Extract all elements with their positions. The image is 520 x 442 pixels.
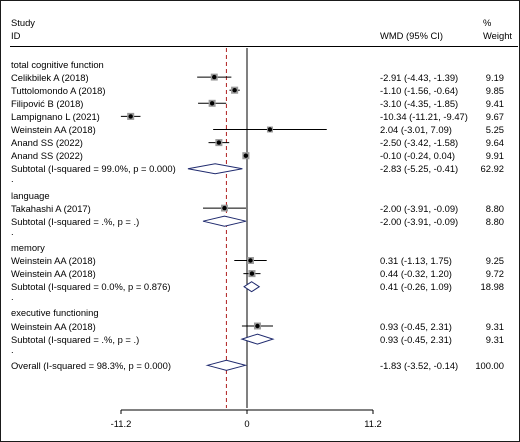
- effect-ci-value: 0.44 (-0.32, 1.20): [380, 268, 452, 280]
- subgroup-label: language: [11, 189, 50, 201]
- point-estimate: [243, 153, 249, 158]
- effect-ci-value: -2.00 (-3.91, -0.09): [380, 202, 459, 214]
- effect-ci-value: 0.31 (-1.13, 1.75): [380, 255, 452, 266]
- study-label: Lampignano L (2021): [11, 110, 100, 122]
- study-label: Tuttolomondo A (2018): [11, 84, 106, 96]
- subtotal-diamond: [240, 333, 275, 345]
- point-estimate: [212, 74, 217, 80]
- subgroup-label: memory: [11, 241, 45, 253]
- x-tick-label: 0: [244, 418, 250, 429]
- effect-ci-value: -1.83 (-3.52, -0.14): [380, 359, 459, 371]
- effect-ci-value: -2.50 (-3.42, -1.58): [380, 137, 459, 149]
- subtotal-diamond: [243, 281, 261, 293]
- separator-dot: .: [11, 291, 14, 303]
- weight-value: 9.31: [485, 333, 504, 345]
- study-label: Weinstein AA (2018): [11, 255, 96, 266]
- effect-ci-value: 0.93 (-0.45, 2.31): [380, 320, 452, 332]
- header-study: Study: [11, 17, 35, 28]
- effect-ci-value: 0.41 (-0.26, 1.09): [380, 281, 452, 293]
- header-id: ID: [11, 30, 21, 41]
- point-estimate: [128, 114, 133, 119]
- separator-dot: .: [11, 225, 14, 237]
- study-label: Takahashi A (2017): [11, 202, 91, 214]
- weight-value: 18.98: [480, 281, 504, 293]
- subtotal-label: Subtotal (I-squared = .%, p = .): [11, 333, 140, 345]
- study-label: Filipović B (2018): [11, 97, 84, 109]
- point-estimate: [255, 323, 260, 329]
- weight-value: 9.41: [485, 97, 504, 109]
- weight-value: 9.25: [485, 255, 504, 266]
- point-estimate: [267, 127, 273, 132]
- subtotal-label: Subtotal (I-squared = 0.0%, p = 0.876): [11, 281, 171, 293]
- study-label: Anand SS (2022): [11, 150, 83, 162]
- weight-value: 9.67: [485, 110, 504, 122]
- subgroup-label: total cognitive function: [11, 58, 104, 70]
- header-percent: %: [483, 17, 492, 28]
- separator-dot: .: [11, 343, 14, 355]
- weight-value: 100.00: [475, 359, 504, 371]
- effect-ci-value: -10.34 (-11.21, -9.47): [380, 110, 468, 122]
- overall-diamond: [205, 359, 248, 371]
- effect-ci-value: -1.10 (-1.56, -0.64): [380, 84, 459, 96]
- effect-ci-value: -2.91 (-4.43, -1.39): [380, 71, 459, 83]
- weight-value: 9.91: [485, 150, 504, 162]
- study-label: Weinstein AA (2018): [11, 268, 96, 280]
- x-tick-label: -11.2: [110, 418, 132, 429]
- header-rule: [10, 46, 518, 47]
- study-label: Weinstein AA (2018): [11, 124, 96, 135]
- effect-ci-value: -2.00 (-3.91, -0.09): [380, 215, 459, 227]
- weight-value: 9.31: [485, 320, 504, 332]
- study-label: Weinstein AA (2018): [11, 320, 96, 332]
- effect-ci-value: -3.10 (-4.35, -1.85): [380, 97, 459, 109]
- subtotal-label: Subtotal (I-squared = .%, p = .): [11, 215, 140, 227]
- effect-ci-value: 2.04 (-3.01, 7.09): [380, 124, 452, 135]
- weight-value: 9.64: [485, 137, 504, 149]
- weight-value: 9.85: [485, 84, 504, 96]
- point-estimate: [216, 140, 222, 145]
- overall-label: Overall (I-squared = 98.3%, p = 0.000): [11, 359, 171, 371]
- point-estimate: [248, 258, 253, 263]
- effect-ci-value: -0.10 (-0.24, 0.04): [380, 150, 456, 162]
- study-label: Anand SS (2022): [11, 137, 83, 149]
- subtotal-diamond: [202, 215, 247, 227]
- point-estimate: [209, 101, 215, 106]
- point-estimate: [232, 88, 237, 93]
- effect-ci-value: -2.83 (-5.25, -0.41): [380, 163, 459, 175]
- header-weight: Weight: [483, 30, 513, 41]
- subtotal-diamond: [187, 163, 243, 175]
- weight-value: 9.19: [485, 71, 504, 83]
- effect-ci-value: 0.93 (-0.45, 2.31): [380, 333, 452, 345]
- subtotal-label: Subtotal (I-squared = 99.0%, p = 0.000): [11, 163, 176, 175]
- subgroup-label: executive functioning: [11, 307, 99, 319]
- weight-value: 8.80: [485, 215, 504, 227]
- point-estimate: [222, 205, 227, 211]
- weight-value: 62.92: [480, 163, 504, 175]
- weight-value: 8.80: [485, 202, 504, 214]
- x-tick-label: 11.2: [364, 418, 382, 429]
- weight-value: 9.72: [485, 268, 504, 280]
- header-wmd: WMD (95% CI): [380, 30, 444, 41]
- study-label: Celikbilek A (2018): [11, 71, 89, 83]
- separator-dot: .: [11, 173, 14, 185]
- weight-value: 5.25: [485, 124, 504, 135]
- point-estimate: [249, 271, 255, 276]
